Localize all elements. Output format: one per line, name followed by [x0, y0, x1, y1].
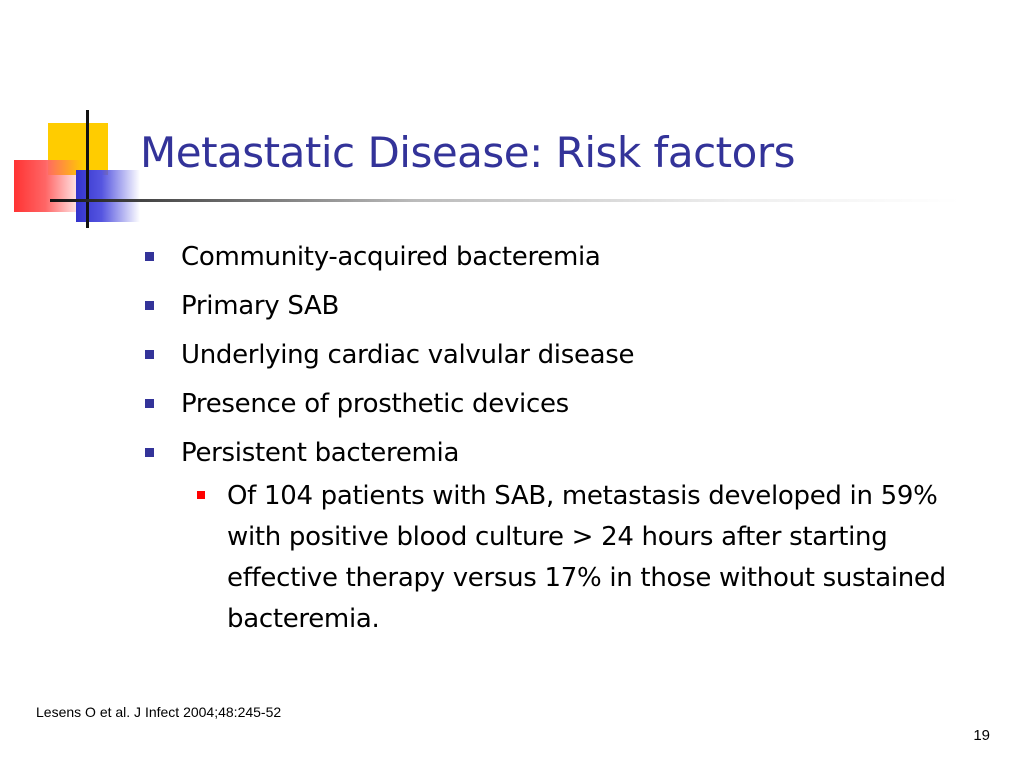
bullet-text: Underlying cardiac valvular disease [181, 340, 635, 370]
title-underline-rule [50, 199, 960, 202]
citation: Lesens O et al. J Infect 2004;48:245-52 [36, 704, 282, 720]
list-item: Presence of prosthetic devices [145, 380, 975, 429]
square-bullet-icon [145, 252, 154, 261]
square-bullet-icon [145, 301, 154, 310]
bullet-text: Community-acquired bacteremia [181, 242, 601, 272]
sub-bullet-list: Of 104 patients with SAB, metastasis dev… [145, 476, 975, 640]
square-bullet-icon [145, 350, 154, 359]
sub-bullet-container: Of 104 patients with SAB, metastasis dev… [145, 476, 975, 640]
slide-logo-decoration [0, 0, 160, 240]
bullet-list: Community-acquired bacteremia Primary SA… [145, 233, 975, 640]
list-item: Primary SAB [145, 282, 975, 331]
bullet-text: Persistent bacteremia [181, 438, 460, 468]
square-bullet-icon [145, 399, 154, 408]
page-number: 19 [973, 727, 990, 744]
list-item: Persistent bacteremia [145, 429, 975, 478]
vertical-rule [86, 110, 89, 228]
list-item: Underlying cardiac valvular disease [145, 331, 975, 380]
red-square-decoration [14, 160, 84, 212]
bullet-text: Presence of prosthetic devices [181, 389, 569, 419]
slide-title: Metastatic Disease: Risk factors [140, 128, 795, 177]
square-bullet-icon [145, 448, 154, 457]
sub-list-item: Of 104 patients with SAB, metastasis dev… [145, 476, 975, 640]
list-item: Community-acquired bacteremia [145, 233, 975, 282]
bullet-text: Primary SAB [181, 291, 340, 321]
sub-bullet-text: Of 104 patients with SAB, metastasis dev… [227, 481, 946, 634]
red-square-bullet-icon [197, 491, 205, 499]
